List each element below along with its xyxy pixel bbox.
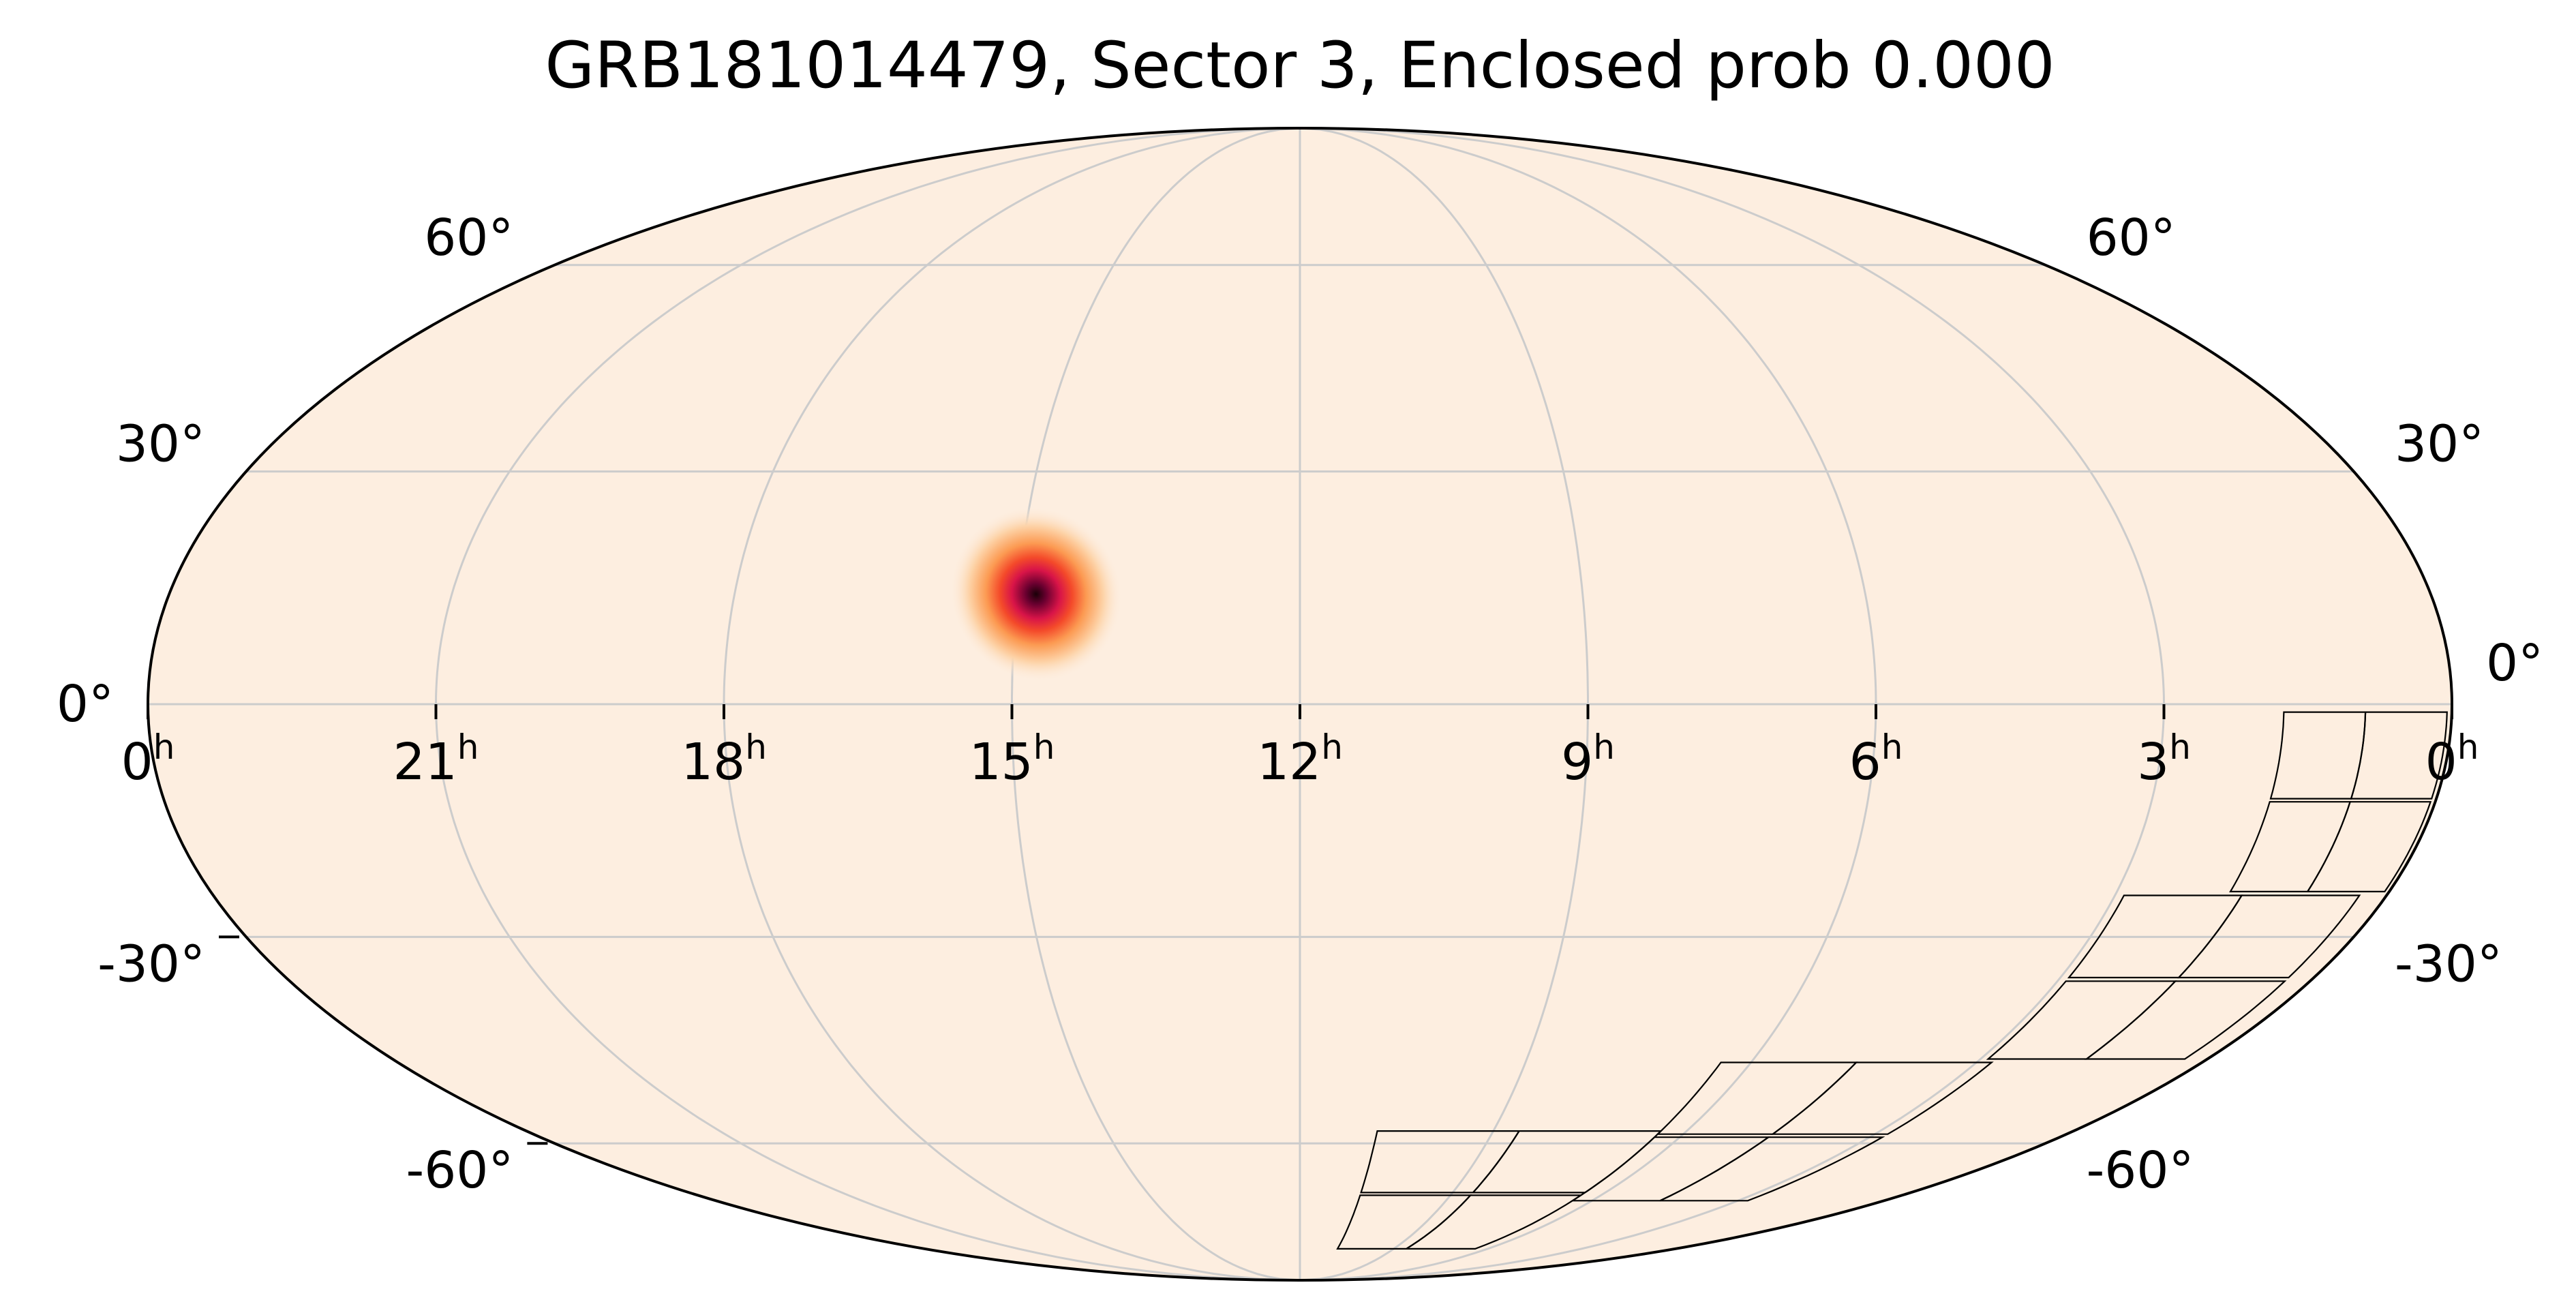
tess-footprint [1336,711,2448,1250]
dec-tick-label-right: -60° [2087,1141,2194,1200]
ccd-outline [2269,711,2367,800]
dec-ticks: 60° 30° 0° -30° -60° 60° 30° 0° -30° -60° [57,209,2543,1200]
dec-tick-label-left: 60° [424,209,513,267]
chart-title: GRB181014479, Sector 3, Enclosed prob 0.… [545,29,2055,103]
dec-tick-label-right: -30° [2395,935,2502,993]
probability-map [950,506,1123,682]
ccd-outline [1336,1194,1472,1250]
dec-tick-label-right: 30° [2395,415,2484,474]
dec-tick-label-left: 30° [116,415,205,474]
ccd-outline [1360,1130,1521,1194]
dec-tick-label-right: 0° [2486,634,2543,693]
ra-tick-label: 3h [2137,727,2191,791]
dec-tick-label-right: 60° [2087,209,2176,267]
dec-tick-label-left: -60° [406,1141,514,1200]
ccd-outline [2229,801,2352,893]
probability-peak [950,506,1123,682]
ccd-outline [2067,894,2243,979]
dec-tick-label-left: -30° [97,935,205,993]
ccd-outline [1986,980,2177,1060]
dec-tick-label-left: 0° [57,675,114,734]
ra-tick-label: 0h [2425,727,2479,791]
